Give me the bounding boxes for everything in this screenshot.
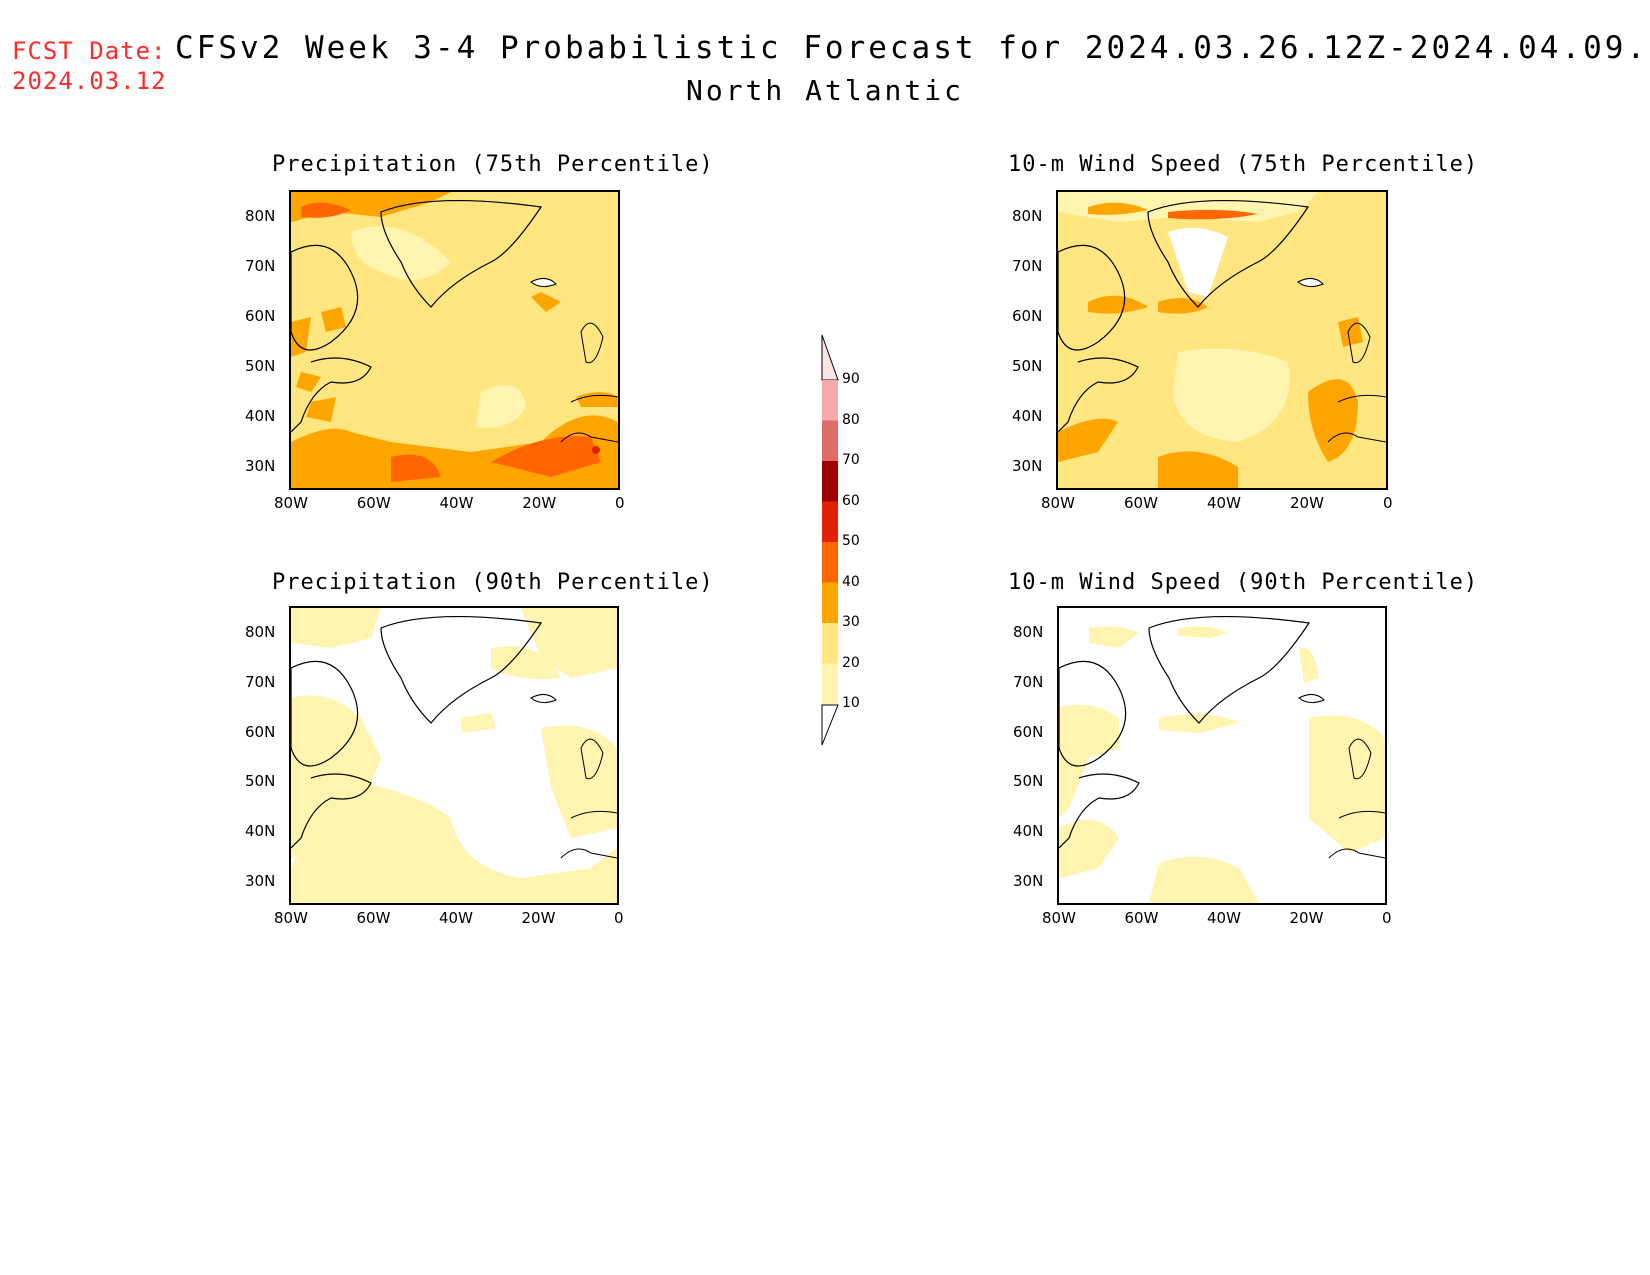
panel-title-precip-75: Precipitation (75th Percentile) — [272, 152, 714, 177]
colorbar-label: 50 — [842, 533, 860, 549]
lat-tick-label: 30N — [245, 872, 276, 890]
lat-tick-label: 60N — [245, 307, 276, 325]
lon-tick-label: 80W — [1041, 494, 1075, 512]
lon-tick-label: 60W — [1124, 494, 1158, 512]
lon-tick-label: 80W — [1042, 909, 1076, 927]
map-wind-75 — [1056, 190, 1388, 490]
map-precip-75-field — [291, 192, 618, 488]
colorbar-swatch — [822, 380, 838, 421]
colorbar-swatch — [822, 623, 838, 664]
map-precip-75 — [289, 190, 620, 490]
lat-tick-label: 60N — [1013, 722, 1044, 741]
map-wind-90-field — [1059, 608, 1385, 903]
panel-title-wind-75: 10-m Wind Speed (75th Percentile) — [1008, 152, 1479, 177]
lon-tick-label: 80W — [274, 909, 308, 927]
lat-tick-label: 80N — [245, 623, 276, 641]
map-precip-90-field — [291, 608, 617, 903]
colorbar-label: 70 — [842, 452, 860, 468]
colorbar-label: 10 — [842, 695, 860, 711]
lon-tick-label: 0 — [1382, 909, 1392, 927]
colorbar-swatch — [822, 420, 838, 461]
lon-tick-label: 20W — [521, 909, 556, 927]
lon-tick-label: 0 — [614, 909, 624, 927]
map-wind-90 — [1057, 606, 1387, 905]
colorbar-label: 90 — [842, 371, 860, 387]
lon-tick-label: 40W — [439, 494, 474, 512]
lat-tick-label: 40N — [1012, 407, 1043, 425]
lat-tick-label: 70N — [1012, 257, 1043, 275]
lat-tick-label: 80N — [1012, 207, 1043, 225]
panel-title-precip-90: Precipitation (90th Percentile) — [272, 570, 714, 595]
lon-tick-label: 60W — [356, 494, 391, 512]
lon-tick-label: 60W — [1124, 909, 1159, 927]
colorbar-label: 20 — [842, 654, 860, 671]
lon-tick-label: 40W — [1207, 909, 1241, 927]
lat-tick-label: 80N — [245, 207, 276, 225]
colorbar-label: 80 — [842, 411, 860, 428]
lat-tick-label: 80N — [1013, 623, 1044, 641]
lat-tick-label: 60N — [1012, 307, 1043, 325]
forecast-date-block: FCST Date: 2024.03.12 — [12, 36, 167, 96]
map-wind-75-field — [1058, 192, 1386, 488]
colorbar-label: 60 — [842, 492, 860, 509]
lon-tick-label: 40W — [1207, 494, 1241, 512]
colorbar-label: 40 — [842, 573, 860, 590]
main-title: CFSv2 Week 3-4 Probabilistic Forecast fo… — [175, 30, 1650, 66]
lat-tick-label: 30N — [1013, 872, 1044, 890]
colorbar-swatch — [822, 542, 838, 583]
colorbar-swatch — [822, 461, 838, 502]
lon-tick-label: 20W — [1290, 494, 1324, 512]
lon-tick-label: 40W — [439, 909, 473, 927]
lat-tick-label: 50N — [245, 357, 276, 375]
lat-tick-label: 70N — [1013, 672, 1044, 691]
colorbar-swatch — [822, 582, 838, 623]
lat-tick-label: 50N — [245, 772, 276, 791]
region-subtitle: North Atlantic — [685, 74, 964, 107]
lon-tick-label: 80W — [274, 494, 308, 512]
colorbar-swatch — [822, 663, 838, 704]
panel-title-wind-90: 10-m Wind Speed (90th Percentile) — [1008, 570, 1479, 595]
lon-tick-label: 0 — [615, 494, 625, 512]
colorbar-swatches — [821, 334, 839, 746]
lat-tick-label: 30N — [1012, 457, 1043, 475]
lat-tick-label: 70N — [245, 672, 276, 691]
lon-tick-label: 20W — [522, 494, 557, 512]
lat-tick-label: 70N — [245, 257, 276, 275]
lat-tick-label: 40N — [1013, 822, 1044, 841]
lat-tick-label: 60N — [245, 722, 276, 741]
lat-tick-label: 50N — [1012, 357, 1043, 375]
lat-tick-label: 50N — [1013, 772, 1044, 791]
forecast-date-value: 2024.03.12 — [12, 67, 167, 95]
forecast-date-label: FCST Date: — [12, 37, 167, 65]
colorbar-swatch — [822, 501, 838, 542]
lon-tick-label: 20W — [1289, 909, 1324, 927]
lon-tick-label: 0 — [1383, 494, 1393, 512]
colorbar-label: 30 — [842, 614, 860, 630]
colorbar: 90 80 70 60 50 40 30 20 10 — [808, 334, 860, 759]
lat-tick-label: 30N — [245, 457, 276, 475]
lat-tick-label: 40N — [245, 407, 276, 425]
map-precip-90 — [289, 606, 619, 905]
lon-tick-label: 60W — [356, 909, 391, 927]
lat-tick-label: 40N — [245, 822, 276, 841]
